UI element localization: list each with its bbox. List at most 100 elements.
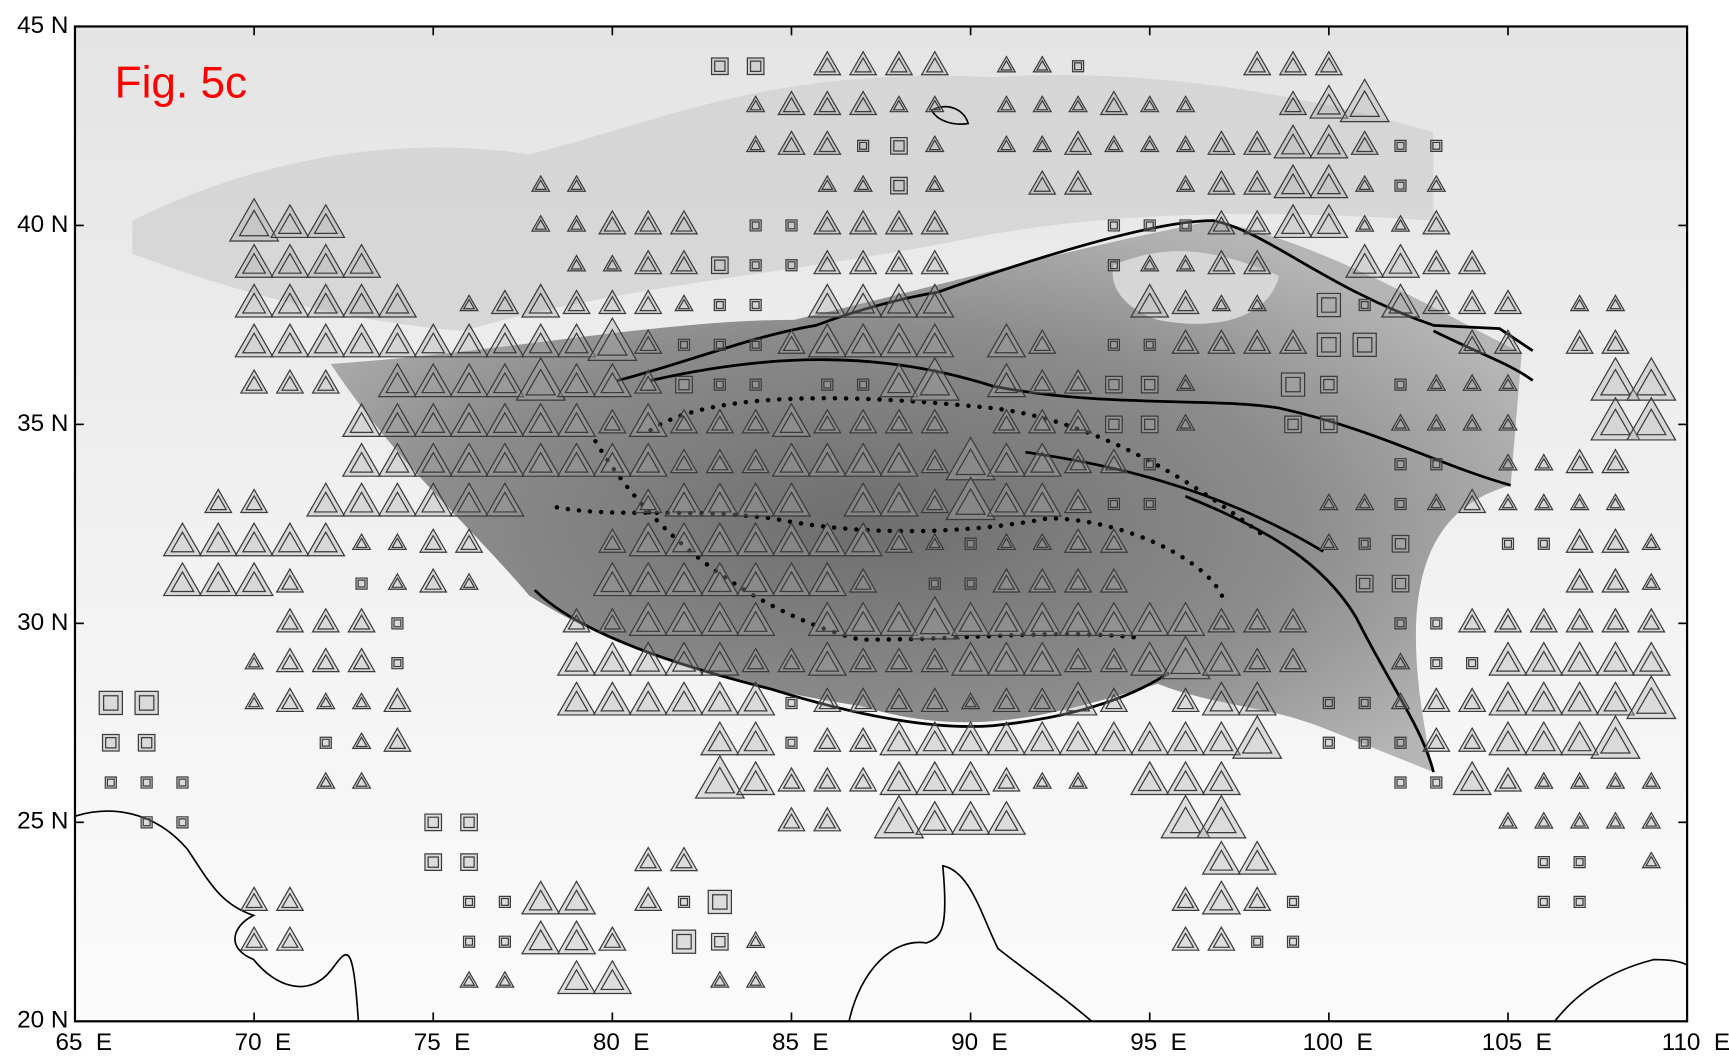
square-symbol bbox=[712, 257, 729, 274]
square-symbol bbox=[141, 817, 152, 828]
relief bbox=[75, 26, 1687, 1021]
square-symbol bbox=[750, 300, 761, 311]
square-symbol bbox=[1395, 379, 1406, 390]
square-symbol bbox=[392, 618, 403, 629]
square-symbol bbox=[891, 177, 908, 194]
x-tick-label: 110 E bbox=[1662, 1029, 1729, 1056]
square-symbol bbox=[1359, 300, 1370, 311]
square-symbol bbox=[1431, 618, 1442, 629]
square-symbol bbox=[858, 379, 869, 390]
square-symbol bbox=[1431, 140, 1442, 151]
square-symbol bbox=[1180, 220, 1191, 231]
square-symbol bbox=[1538, 538, 1549, 549]
square-symbol bbox=[1321, 376, 1338, 393]
body: Fig. 5c 65 E70 E75 E80 E85 E90 E95 E100 … bbox=[0, 0, 1729, 1061]
y-tick-label: 25 N bbox=[17, 808, 68, 835]
square-symbol bbox=[1392, 575, 1409, 592]
square-symbol bbox=[320, 737, 331, 748]
square-symbol bbox=[1395, 180, 1406, 191]
square-symbol bbox=[1141, 376, 1158, 393]
square-symbol bbox=[750, 339, 761, 350]
square-symbol bbox=[1353, 333, 1376, 356]
square-symbol bbox=[99, 691, 122, 714]
square-symbol bbox=[425, 814, 442, 831]
x-tick-label: 80 E bbox=[593, 1029, 650, 1056]
square-symbol bbox=[891, 138, 908, 155]
square-symbol bbox=[965, 578, 976, 589]
square-symbol bbox=[714, 300, 725, 311]
square-symbol bbox=[1431, 777, 1442, 788]
x-tick-label: 75 E bbox=[414, 1029, 471, 1056]
square-symbol bbox=[822, 379, 833, 390]
square-symbol bbox=[425, 854, 442, 871]
square-symbol bbox=[1285, 416, 1302, 433]
y-tick-label: 30 N bbox=[17, 609, 68, 636]
square-symbol bbox=[138, 734, 155, 751]
square-symbol bbox=[177, 817, 188, 828]
square-symbol bbox=[1574, 896, 1585, 907]
square-symbol bbox=[1574, 857, 1585, 868]
y-tick-label: 20 N bbox=[17, 1007, 68, 1034]
square-symbol bbox=[1106, 376, 1123, 393]
square-symbol bbox=[1144, 498, 1155, 509]
square-symbol bbox=[1141, 416, 1158, 433]
square-symbol bbox=[1108, 220, 1119, 231]
square-symbol bbox=[1392, 536, 1409, 553]
square-symbol bbox=[499, 936, 510, 947]
square-symbol bbox=[1359, 538, 1370, 549]
x-tick-label: 85 E bbox=[772, 1029, 829, 1056]
square-symbol bbox=[1108, 498, 1119, 509]
square-symbol bbox=[1395, 737, 1406, 748]
map: Fig. 5c 65 E70 E75 E80 E85 E90 E95 E100 … bbox=[0, 0, 1729, 1061]
square-symbol bbox=[965, 538, 976, 549]
square-symbol bbox=[712, 58, 729, 75]
square-symbol bbox=[1288, 896, 1299, 907]
square-symbol bbox=[461, 854, 478, 871]
square-symbol bbox=[103, 734, 120, 751]
square-symbol bbox=[1395, 777, 1406, 788]
square-symbol bbox=[1356, 575, 1373, 592]
x-tick-label: 70 E bbox=[235, 1029, 292, 1056]
square-symbol bbox=[1144, 220, 1155, 231]
square-symbol bbox=[858, 140, 869, 151]
square-symbol bbox=[678, 896, 689, 907]
square-symbol bbox=[1073, 61, 1084, 72]
square-symbol bbox=[708, 890, 731, 913]
square-symbol bbox=[177, 777, 188, 788]
square-symbol bbox=[714, 339, 725, 350]
square-symbol bbox=[1252, 936, 1263, 947]
square-symbol bbox=[676, 376, 693, 393]
square-symbol bbox=[1538, 896, 1549, 907]
square-symbol bbox=[499, 896, 510, 907]
square-symbol bbox=[1144, 459, 1155, 470]
square-symbol bbox=[1431, 459, 1442, 470]
square-symbol bbox=[1317, 293, 1340, 316]
square-symbol bbox=[461, 814, 478, 831]
square-symbol bbox=[786, 260, 797, 271]
x-tick-label: 95 E bbox=[1130, 1029, 1187, 1056]
square-symbol bbox=[750, 220, 761, 231]
square-symbol bbox=[1395, 459, 1406, 470]
square-symbol bbox=[1108, 260, 1119, 271]
square-symbol bbox=[750, 379, 761, 390]
square-symbol bbox=[356, 578, 367, 589]
square-symbol bbox=[1144, 339, 1155, 350]
square-symbol bbox=[714, 379, 725, 390]
square-symbol bbox=[464, 936, 475, 947]
square-symbol bbox=[678, 339, 689, 350]
square-symbol bbox=[1323, 737, 1334, 748]
square-symbol bbox=[786, 220, 797, 231]
x-tick-label: 105 E bbox=[1482, 1029, 1552, 1056]
square-symbol bbox=[141, 777, 152, 788]
square-symbol bbox=[1359, 737, 1370, 748]
square-symbol bbox=[1281, 373, 1304, 396]
y-tick-label: 35 N bbox=[17, 410, 68, 437]
x-tick-label: 100 E bbox=[1303, 1029, 1373, 1056]
square-symbol bbox=[747, 58, 764, 75]
x-tick-label: 90 E bbox=[951, 1029, 1008, 1056]
square-symbol bbox=[464, 896, 475, 907]
page: Fig. 5c {"figure_label":"Fig. 5c", "xlim… bbox=[0, 0, 1729, 1061]
square-symbol bbox=[1395, 140, 1406, 151]
square-symbol bbox=[1467, 658, 1478, 669]
square-symbol bbox=[1502, 538, 1513, 549]
